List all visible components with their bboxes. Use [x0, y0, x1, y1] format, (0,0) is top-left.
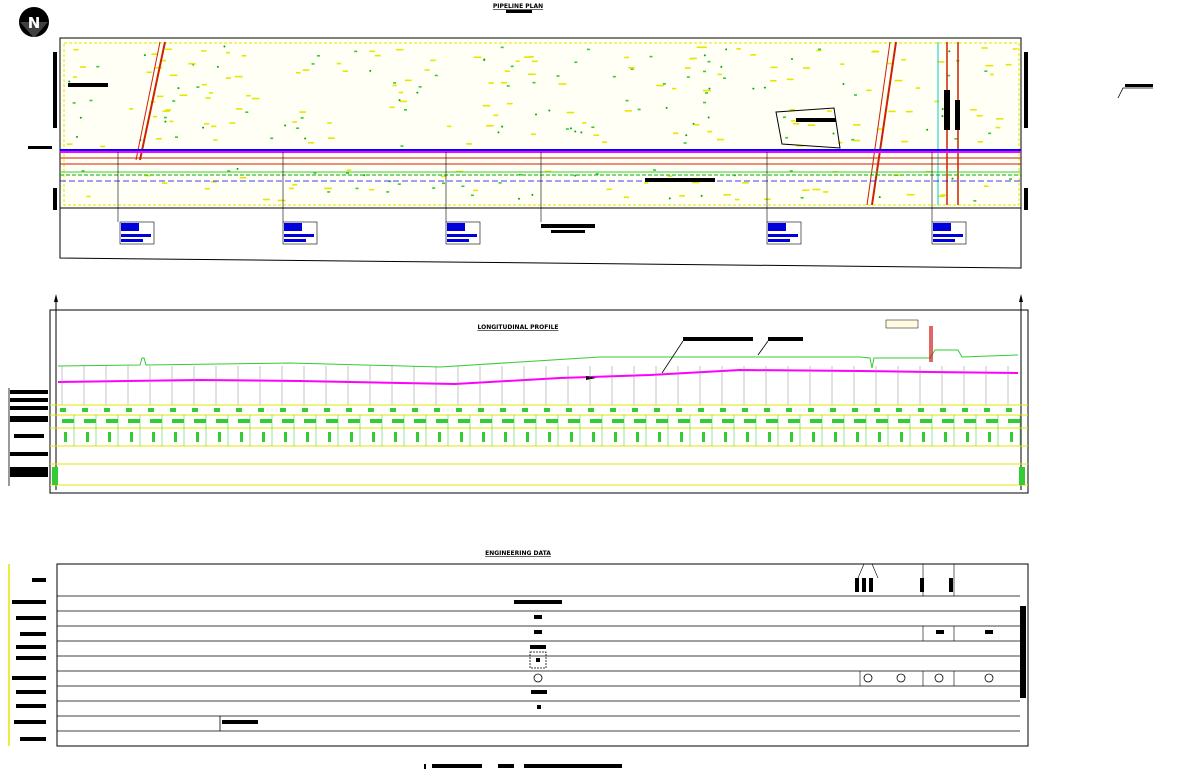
engineering-table	[8, 563, 1029, 747]
plan-view	[28, 37, 1153, 269]
north-arrow-icon: N	[19, 7, 49, 38]
profile-title: LONGITUDINAL PROFILE	[477, 324, 558, 331]
north-label: N	[28, 14, 41, 32]
engineering-title: ENGINEERING DATA	[485, 550, 551, 557]
profile-view: LONGITUDINAL PROFILE	[8, 294, 1029, 494]
plan-title: PIPELINE PLAN	[493, 3, 543, 10]
